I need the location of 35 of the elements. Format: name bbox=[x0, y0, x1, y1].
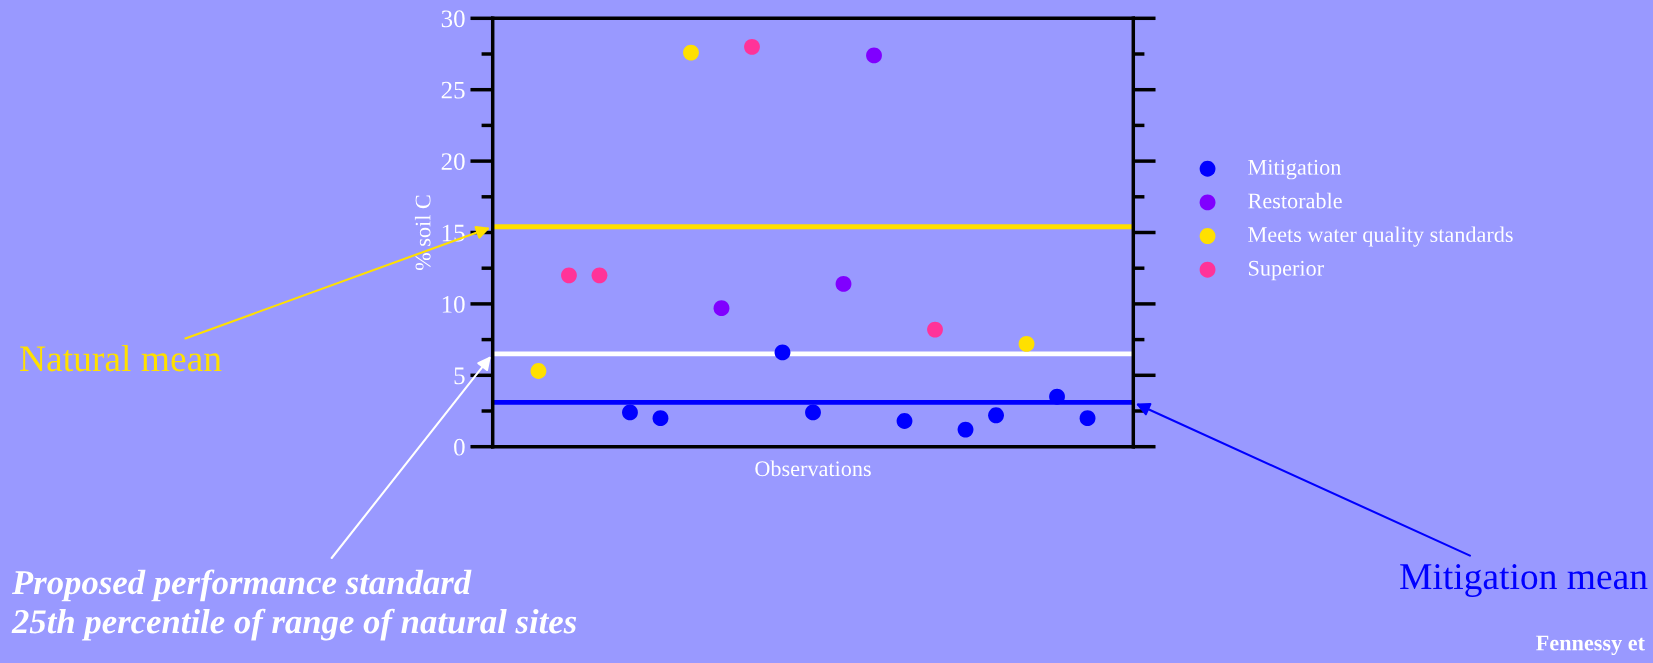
point bbox=[744, 38, 760, 55]
point bbox=[1079, 410, 1096, 427]
y-tick-label: 0 bbox=[454, 438, 465, 456]
point bbox=[927, 321, 943, 338]
legend-label: Mitigation bbox=[1248, 159, 1342, 180]
point bbox=[805, 404, 821, 421]
point bbox=[1049, 388, 1065, 405]
point bbox=[866, 47, 882, 64]
legend-label: Meets water quality standards bbox=[1248, 226, 1513, 247]
point bbox=[652, 410, 669, 427]
y-tick-label: 5 bbox=[454, 367, 465, 385]
x-axis-title: Observations bbox=[755, 460, 871, 477]
ref-line-label: Natural mean bbox=[20, 345, 222, 372]
legend-label: Restorable bbox=[1248, 192, 1342, 209]
point bbox=[530, 363, 547, 379]
y-axis-title: % soil C bbox=[414, 195, 431, 271]
point bbox=[683, 44, 699, 61]
point bbox=[896, 413, 913, 429]
text: Fennessy et bbox=[1536, 635, 1645, 656]
y-tick-label: 25 bbox=[441, 81, 465, 99]
point bbox=[561, 267, 577, 284]
ref-line-label: Proposed performance standard 25th percentile of range of natural sites bbox=[11, 569, 577, 641]
point bbox=[988, 407, 1004, 424]
y-tick-label: 30 bbox=[441, 10, 465, 28]
point bbox=[957, 421, 974, 438]
point bbox=[591, 267, 608, 284]
point bbox=[713, 300, 730, 317]
ref-line-label: Mitigation mean bbox=[1400, 564, 1648, 597]
point bbox=[1018, 335, 1035, 352]
y-tick-label: 10 bbox=[442, 295, 465, 313]
point bbox=[622, 404, 638, 421]
legend-label: Superior bbox=[1249, 260, 1324, 281]
point bbox=[774, 344, 791, 361]
y-tick-label: 20 bbox=[441, 153, 465, 171]
point bbox=[835, 275, 852, 292]
